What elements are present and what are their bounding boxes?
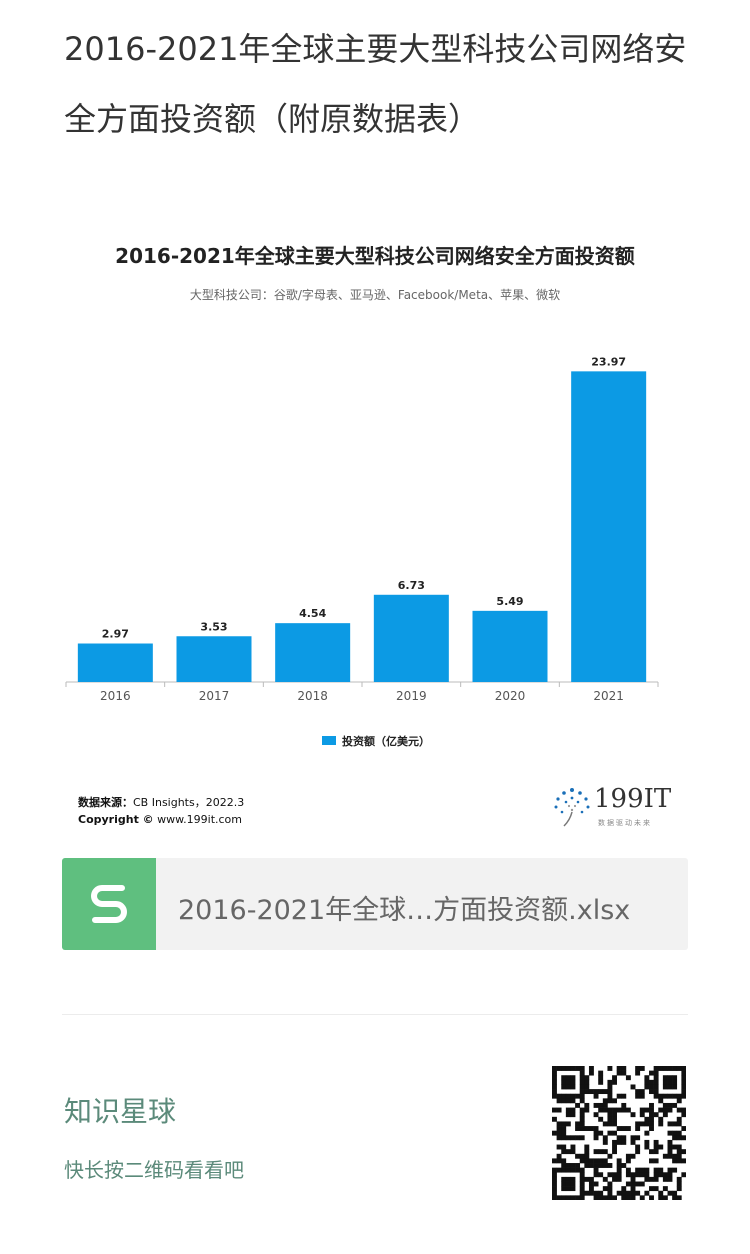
knowledge-planet-title: 知识星球 <box>64 1095 177 1128</box>
x-tick-label-2017: 2017 <box>199 689 230 703</box>
x-tick-label-2019: 2019 <box>396 689 427 703</box>
data-source: 数据来源：CB Insights，2022.3 <box>78 794 244 810</box>
copyright-label: Copyright © <box>78 813 154 826</box>
copyright-value: www.199it.com <box>157 813 243 826</box>
dandelion-icon <box>554 788 590 827</box>
data-label-2018: 4.54 <box>299 607 326 620</box>
copyright: Copyright © www.199it.com <box>78 813 242 826</box>
post-title: 2016-2021年全球主要大型科技公司网络安全方面投资额（附原数据表） <box>64 30 687 138</box>
attachment-filename: 2016-2021年全球…方面投资额.xlsx <box>178 895 631 926</box>
x-tick-label-2016: 2016 <box>100 689 131 703</box>
legend-swatch <box>322 736 336 745</box>
bar-2016 <box>77 643 153 682</box>
x-tick-label-2021: 2021 <box>593 689 624 703</box>
x-tick-label-2020: 2020 <box>495 689 526 703</box>
bar-2021 <box>571 371 647 682</box>
199it-logo: 199IT 数据驱动未来 <box>550 784 680 832</box>
attachment-card[interactable]: 2016-2021年全球…方面投资额.xlsx <box>62 858 688 950</box>
qr-hint: 快长按二维码看看吧 <box>64 1158 244 1182</box>
divider <box>62 1014 688 1015</box>
spreadsheet-s-icon <box>62 858 156 950</box>
legend-label: 投资额（亿美元） <box>342 734 430 748</box>
bar-chart: 2.97 2016 3.53 2017 4.54 2018 6.73 2019 5.49 2020… <box>65 355 659 748</box>
chart-image: 2016-2021年全球主要大型科技公司网络安全方面投资额 大型科技公司：谷歌/… <box>60 228 690 840</box>
data-label-2016: 2.97 <box>102 628 129 641</box>
x-tick-label-2018: 2018 <box>297 689 328 703</box>
data-label-2020: 5.49 <box>496 595 523 608</box>
source-value: CB Insights，2022.3 <box>133 796 245 809</box>
logo-tagline: 数据驱动未来 <box>598 819 652 827</box>
data-label-2017: 3.53 <box>200 620 227 633</box>
source-label: 数据来源： <box>78 796 133 809</box>
chart-title: 2016-2021年全球主要大型科技公司网络安全方面投资额 <box>115 244 635 268</box>
bar-2018 <box>275 623 351 682</box>
data-label-2019: 6.73 <box>398 579 425 592</box>
bar-2019 <box>373 594 449 682</box>
logo-text: 199IT <box>594 784 672 814</box>
bar-2020 <box>472 610 548 682</box>
chart-subtitle: 大型科技公司：谷歌/字母表、亚马逊、Facebook/Meta、苹果、微软 <box>189 288 561 302</box>
qr-code-icon[interactable] <box>552 1066 686 1200</box>
bar-2017 <box>176 636 252 682</box>
data-label-2021: 23.97 <box>591 355 626 368</box>
